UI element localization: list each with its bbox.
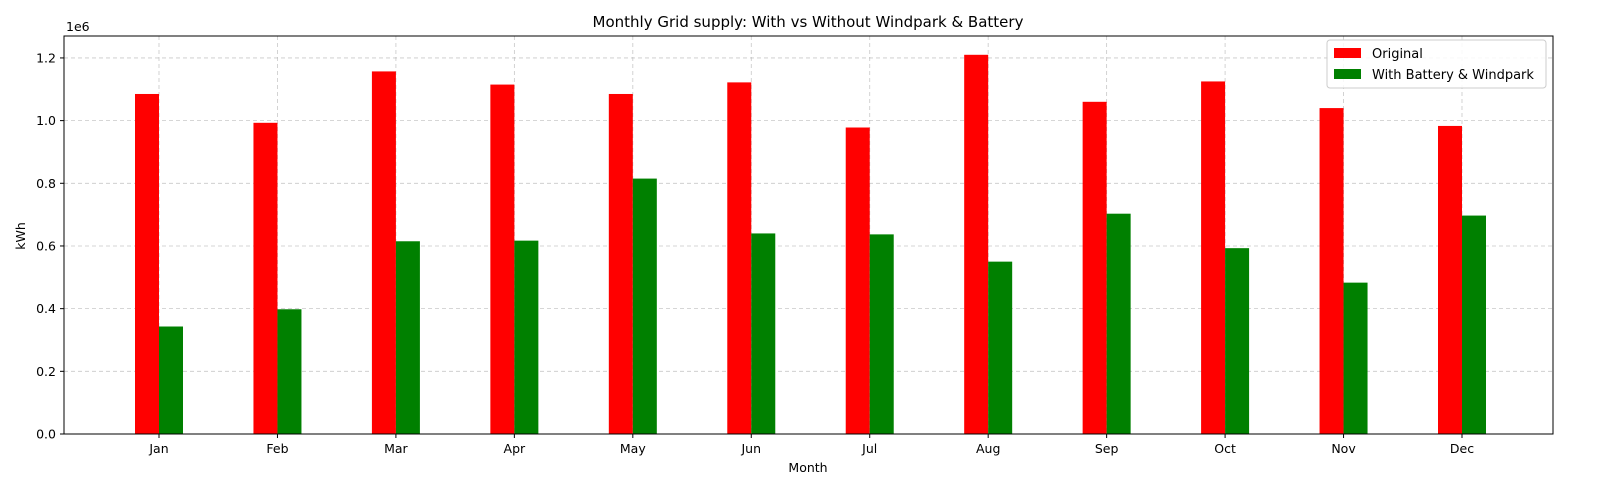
x-tick-label: Oct <box>1214 441 1236 456</box>
x-axis-label: Month <box>788 460 827 475</box>
y-axis-label: kWh <box>13 222 28 250</box>
bar-original-feb <box>253 122 278 435</box>
bar-original-oct <box>1201 81 1226 434</box>
bar-with-battery-windpark-mar <box>395 241 420 434</box>
bar-original-sep <box>1082 101 1107 434</box>
bar-original-jun <box>727 82 752 434</box>
bar-with-battery-windpark-nov <box>1343 282 1368 434</box>
x-tick-label: Jan <box>148 441 168 456</box>
legend: Original With Battery & Windpark <box>1326 39 1547 89</box>
x-tick-label: May <box>620 441 646 456</box>
legend-label-with-battery-windpark: With Battery & Windpark <box>1372 68 1534 83</box>
bar-with-battery-windpark-dec <box>1462 215 1486 434</box>
legend-swatch-original <box>1334 48 1361 58</box>
tick-layer: 0.0 0.2 0.4 0.6 0.8 1.0 1.2 Jan Feb Mar Apr May Jun J… <box>36 50 1474 456</box>
bar-with-battery-windpark-sep <box>1106 213 1131 434</box>
y-tick-label: 0.6 <box>36 238 56 253</box>
bar-layer <box>135 54 1486 435</box>
bar-with-battery-windpark-jan <box>159 326 183 434</box>
legend-frame <box>1326 39 1547 89</box>
x-tick-label: Feb <box>266 441 288 456</box>
y-tick-label: 1.0 <box>36 113 56 128</box>
bar-original-may <box>608 93 633 434</box>
plot-frame <box>63 35 1554 435</box>
bar-with-battery-windpark-oct <box>1225 248 1250 434</box>
y-tick-label: 1.2 <box>36 50 56 65</box>
x-tick-label: Dec <box>1450 441 1474 456</box>
x-tick-label: Apr <box>504 441 526 456</box>
bar-original-mar <box>371 71 396 434</box>
legend-swatch-with-battery-windpark <box>1334 69 1361 79</box>
bar-original-jan <box>135 93 159 434</box>
bar-with-battery-windpark-may <box>632 178 657 434</box>
bar-original-nov <box>1319 108 1344 435</box>
bar-original-jul <box>845 127 870 434</box>
x-tick-label: Aug <box>976 441 1000 456</box>
bar-with-battery-windpark-feb <box>277 309 302 434</box>
y-tick-label: 0.0 <box>36 427 56 442</box>
bar-with-battery-windpark-jun <box>751 233 776 434</box>
y-tick-label: 0.8 <box>36 176 56 191</box>
x-tick-label: Sep <box>1095 441 1119 456</box>
bar-with-battery-windpark-jul <box>869 234 894 434</box>
x-tick-label: Nov <box>1331 441 1356 456</box>
y-tick-label: 0.2 <box>36 364 56 379</box>
x-tick-label: Jul <box>861 441 877 456</box>
bar-with-battery-windpark-aug <box>988 261 1013 434</box>
y-offset-label: 1e6 <box>66 19 90 34</box>
bar-original-dec <box>1438 125 1462 434</box>
x-tick-label: Mar <box>384 441 408 456</box>
bar-original-apr <box>490 84 515 435</box>
chart-title: Monthly Grid supply: With vs Without Win… <box>593 13 1024 31</box>
y-tick-label: 0.4 <box>36 301 56 316</box>
legend-label-original: Original <box>1372 47 1423 62</box>
bar-with-battery-windpark-apr <box>514 240 539 434</box>
x-tick-label: Jun <box>741 441 762 456</box>
bar-original-aug <box>964 54 989 434</box>
